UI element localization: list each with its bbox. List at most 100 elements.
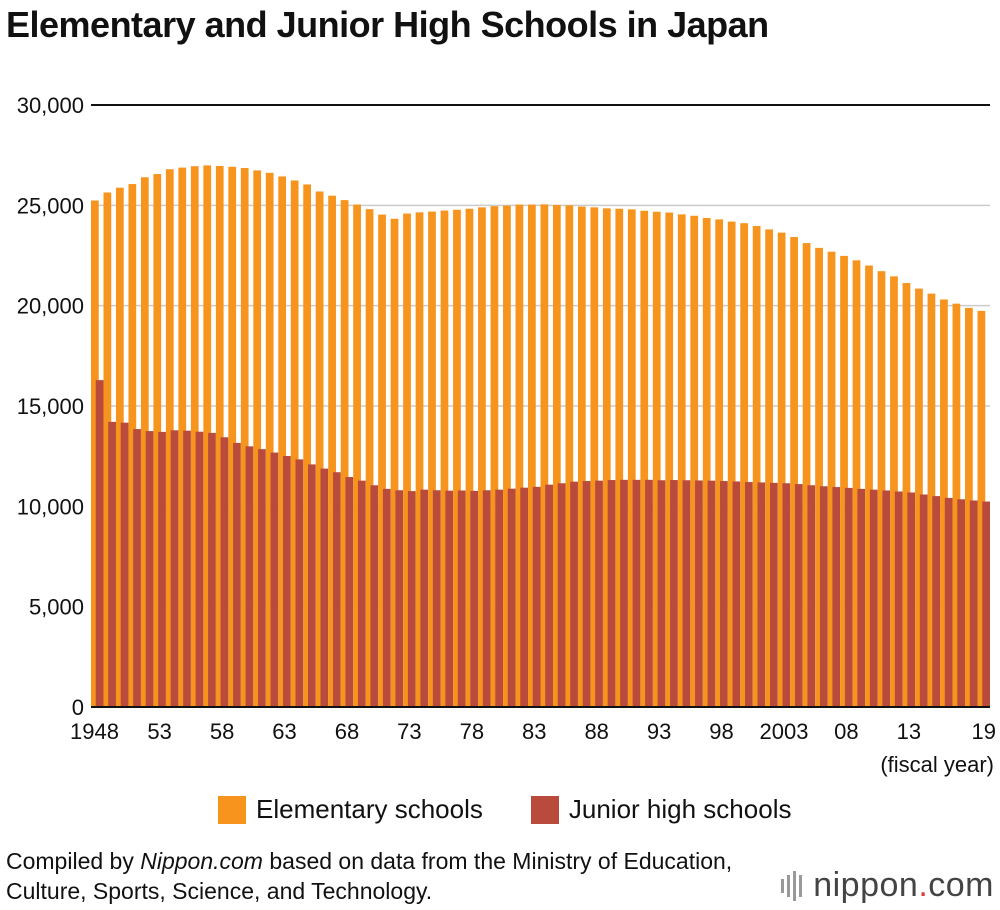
- bar-junior-high: [245, 446, 254, 707]
- legend-swatch-junior-high: [530, 795, 559, 824]
- bar-elementary: [590, 207, 599, 707]
- bar-junior-high: [582, 481, 591, 707]
- bar-elementary: [852, 260, 861, 707]
- x-tick-label: 83: [522, 719, 546, 744]
- bar-junior-high: [919, 494, 928, 707]
- bar-junior-high: [832, 487, 841, 707]
- bar-junior-high: [932, 496, 941, 707]
- bar-elementary: [415, 212, 424, 707]
- bar-junior-high: [233, 442, 241, 707]
- y-tick-label: 5,000: [29, 595, 84, 620]
- bar-junior-high: [707, 480, 716, 707]
- y-tick-label: 20,000: [17, 294, 84, 319]
- bar-junior-high: [807, 485, 816, 707]
- bar-junior-high: [844, 487, 853, 707]
- bar-elementary: [940, 299, 948, 707]
- bar-elementary: [952, 303, 961, 707]
- bar-elementary: [915, 288, 923, 707]
- bar-junior-high: [158, 431, 166, 707]
- bar-elementary: [577, 206, 586, 707]
- bar-elementary: [540, 204, 549, 707]
- bar-junior-high: [457, 490, 466, 707]
- bar-elementary: [627, 209, 636, 707]
- bar-junior-high: [857, 488, 866, 707]
- bar-elementary: [677, 214, 686, 707]
- bar-elementary: [278, 176, 287, 708]
- y-tick-label: 0: [72, 695, 84, 720]
- bar-elementary: [378, 214, 386, 707]
- x-axis-unit-label: (fiscal year): [880, 752, 994, 777]
- bar-junior-high: [133, 429, 141, 707]
- source-note: Compiled by Nippon.com based on data fro…: [6, 846, 766, 906]
- bar-junior-high: [195, 431, 204, 707]
- bar-elementary: [727, 221, 736, 707]
- bar-elementary: [365, 209, 374, 707]
- bar-junior-high: [308, 464, 316, 707]
- bar-junior-high: [794, 484, 803, 707]
- x-tick-label: 1948: [70, 719, 119, 744]
- logo-dot: .: [918, 866, 929, 904]
- x-tick-label: 13: [897, 719, 921, 744]
- nippon-logo: nippon. com: [781, 866, 994, 905]
- bar-junior-high: [445, 490, 454, 707]
- bar-junior-high: [345, 477, 354, 707]
- bar-junior-high: [645, 479, 653, 707]
- legend-label-junior-high: Junior high schools: [568, 794, 792, 824]
- x-tick-label: 2003: [760, 719, 809, 744]
- bar-elementary: [453, 209, 461, 708]
- bar-junior-high: [357, 480, 366, 707]
- bar-elementary: [902, 282, 911, 707]
- bar-junior-high: [320, 468, 329, 707]
- bar-junior-high: [657, 480, 666, 707]
- bar-junior-high: [395, 490, 404, 707]
- bar-elementary: [615, 208, 624, 707]
- bar-elementary: [927, 293, 936, 707]
- legend-item-junior-high: Junior high schools: [530, 794, 792, 825]
- bar-junior-high: [507, 488, 516, 707]
- bar-junior-high: [907, 492, 916, 707]
- bar-junior-high: [95, 380, 104, 707]
- y-tick-label: 10,000: [17, 494, 84, 519]
- y-tick-label: 30,000: [17, 93, 84, 118]
- bar-elementary: [740, 223, 749, 707]
- logo-mark-icon: [781, 870, 805, 901]
- x-tick-label: 78: [460, 719, 484, 744]
- bar-junior-high: [769, 482, 778, 707]
- x-tick-label: 93: [647, 719, 671, 744]
- bar-junior-high: [545, 484, 553, 707]
- bar-elementary: [552, 204, 561, 707]
- bar-junior-high: [969, 500, 978, 707]
- bar-junior-high: [607, 480, 616, 707]
- bar-junior-high: [108, 421, 116, 707]
- x-tick-label: 98: [709, 719, 733, 744]
- bar-junior-high: [782, 483, 791, 707]
- bar-junior-high: [632, 479, 641, 707]
- bar-elementary: [228, 166, 237, 708]
- y-tick-label: 15,000: [17, 394, 84, 419]
- bar-elementary: [328, 195, 336, 707]
- x-tick-label: 68: [335, 719, 359, 744]
- bar-elementary: [165, 169, 174, 708]
- bar-junior-high: [595, 480, 603, 707]
- x-tick-label: 08: [834, 719, 858, 744]
- bar-elementary: [777, 232, 786, 707]
- bar-elementary: [965, 307, 973, 707]
- bar-junior-high: [894, 491, 903, 707]
- bar-junior-high: [982, 501, 990, 707]
- bar-junior-high: [370, 485, 379, 707]
- bar-junior-high: [882, 490, 891, 707]
- x-tick-label: 73: [397, 719, 421, 744]
- source-prefix: Compiled by: [6, 848, 141, 874]
- bar-elementary: [665, 212, 674, 708]
- bar-elementary: [240, 168, 249, 707]
- bar-elementary: [503, 205, 511, 707]
- bar-elementary: [478, 207, 486, 707]
- bar-elementary: [140, 177, 149, 708]
- bar-junior-high: [120, 422, 129, 707]
- bar-elementary: [702, 217, 711, 707]
- bar-elementary: [390, 218, 399, 707]
- bar-junior-high: [420, 489, 429, 707]
- bar-elementary: [91, 200, 99, 707]
- bar-elementary: [353, 204, 361, 707]
- logo-name: nippon: [813, 866, 919, 904]
